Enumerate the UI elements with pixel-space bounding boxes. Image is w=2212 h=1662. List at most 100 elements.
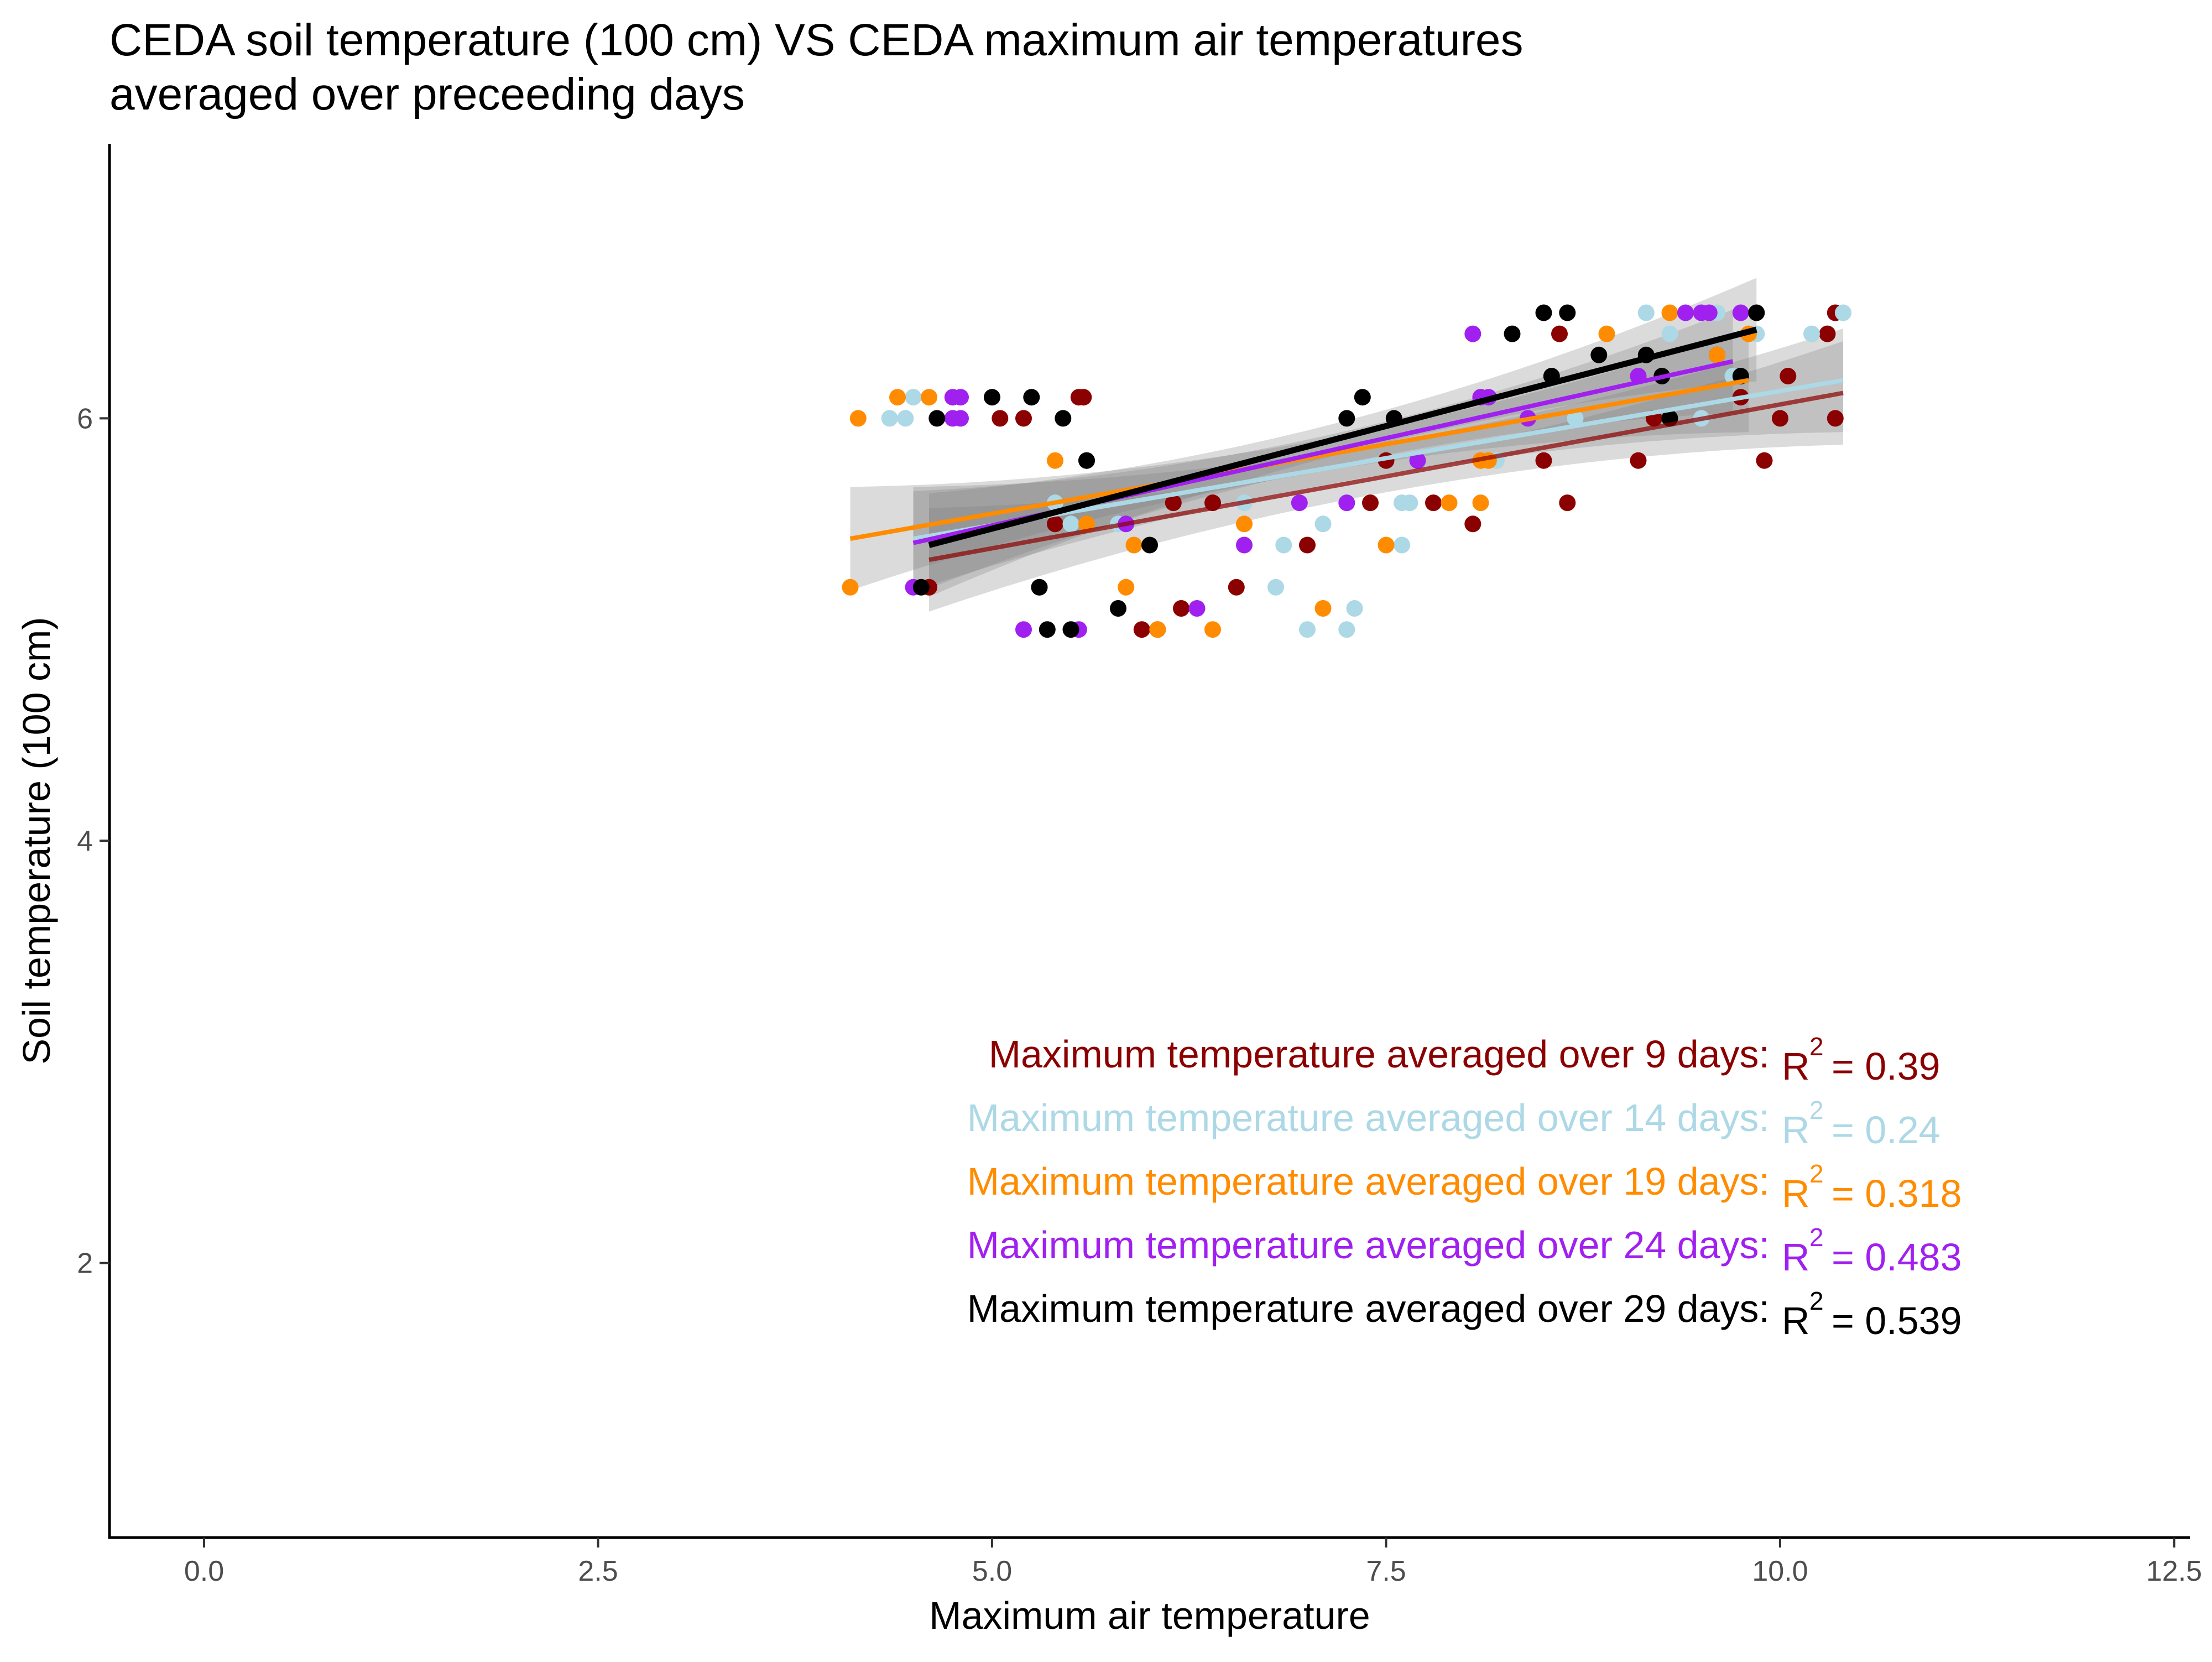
data-point-0 xyxy=(1551,325,1568,342)
data-point-4 xyxy=(1354,389,1371,406)
r2-label-3: Maximum temperature averaged over 24 day… xyxy=(967,1223,1770,1267)
data-point-2 xyxy=(1125,536,1142,554)
data-point-2 xyxy=(1661,304,1678,321)
r2-value-2: = 0.318 xyxy=(1832,1172,1962,1215)
data-point-3 xyxy=(952,389,969,406)
data-point-3 xyxy=(1291,494,1308,512)
x-axis-title: Maximum air temperature xyxy=(929,1594,1370,1637)
x-axis-ticks: 0.0 2.5 5.0 7.5 10.0 12.5 xyxy=(184,1538,2202,1587)
data-point-3 xyxy=(1338,494,1355,512)
data-point-0 xyxy=(1362,494,1379,512)
r2-value-3: = 0.483 xyxy=(1832,1236,1962,1279)
data-point-1 xyxy=(1567,410,1584,427)
data-point-2 xyxy=(1598,325,1615,342)
data-point-4 xyxy=(1110,600,1126,617)
data-point-3 xyxy=(1409,452,1426,469)
x-tick-label: 5.0 xyxy=(972,1555,1012,1587)
data-point-1 xyxy=(1299,621,1316,638)
data-point-1 xyxy=(1267,579,1284,596)
data-point-2 xyxy=(1378,536,1395,554)
data-point-2 xyxy=(889,389,906,406)
data-point-4 xyxy=(912,579,930,596)
data-point-4 xyxy=(1559,304,1576,321)
r2-label-2: Maximum temperature averaged over 19 day… xyxy=(967,1160,1770,1203)
data-point-1 xyxy=(881,410,898,427)
x-tick-label: 10.0 xyxy=(1752,1555,1808,1587)
r2-value-1: = 0.24 xyxy=(1832,1108,1940,1152)
r2-symbol-0: R xyxy=(1782,1045,1810,1088)
data-point-1 xyxy=(1835,304,1851,321)
data-point-0 xyxy=(1228,579,1245,596)
data-point-4 xyxy=(1535,304,1552,321)
data-point-1 xyxy=(1338,621,1355,638)
data-point-2 xyxy=(1472,494,1489,512)
r2-annotations: Maximum temperature averaged over 9 days… xyxy=(967,1032,1962,1342)
x-tick-label: 0.0 xyxy=(184,1555,224,1587)
data-point-1 xyxy=(1394,536,1410,554)
data-point-4 xyxy=(1023,389,1040,406)
data-point-3 xyxy=(1464,325,1481,342)
regression-line-4 xyxy=(928,326,1757,548)
data-point-2 xyxy=(849,410,867,427)
data-point-4 xyxy=(1748,304,1765,321)
r2-label-1: Maximum temperature averaged over 14 day… xyxy=(967,1096,1770,1139)
data-points xyxy=(842,304,1851,638)
data-point-4 xyxy=(928,410,946,427)
r2-symbol-3: R xyxy=(1782,1236,1810,1279)
data-point-0 xyxy=(1464,515,1481,533)
data-point-3 xyxy=(1236,536,1253,554)
y-axis-title: Soil temperature (100 cm) xyxy=(15,617,58,1064)
x-tick-label: 12.5 xyxy=(2146,1555,2202,1587)
r2-superscript-4: 2 xyxy=(1809,1286,1824,1315)
data-point-4 xyxy=(1039,621,1056,638)
r2-value-0: = 0.39 xyxy=(1832,1045,1940,1088)
data-point-1 xyxy=(1401,494,1418,512)
data-point-4 xyxy=(1062,621,1079,638)
data-point-1 xyxy=(1661,325,1678,342)
data-point-0 xyxy=(1756,452,1773,469)
data-point-3 xyxy=(1188,600,1206,617)
regression-lines xyxy=(849,326,1844,562)
data-point-1 xyxy=(897,410,914,427)
r2-superscript-1: 2 xyxy=(1809,1096,1824,1124)
data-point-4 xyxy=(1590,346,1608,363)
data-point-4 xyxy=(984,389,1000,406)
r2-symbol-2: R xyxy=(1782,1172,1810,1215)
data-point-2 xyxy=(1047,452,1063,469)
data-point-0 xyxy=(1630,452,1647,469)
r2-label-0: Maximum temperature averaged over 9 days… xyxy=(989,1033,1770,1076)
data-point-0 xyxy=(1075,389,1092,406)
data-point-0 xyxy=(1425,494,1442,512)
data-point-2 xyxy=(1441,494,1458,512)
data-point-2 xyxy=(1118,579,1135,596)
data-point-2 xyxy=(1314,600,1332,617)
data-point-0 xyxy=(1819,325,1836,342)
data-point-2 xyxy=(1204,621,1221,638)
x-tick-label: 2.5 xyxy=(578,1555,618,1587)
data-point-4 xyxy=(1055,410,1072,427)
y-tick-label: 2 xyxy=(77,1248,93,1280)
data-point-1 xyxy=(1637,304,1655,321)
regression-line-0 xyxy=(928,390,1844,562)
data-point-2 xyxy=(1709,346,1725,363)
data-point-3 xyxy=(1700,304,1718,321)
data-point-0 xyxy=(1173,600,1190,617)
regression-line-1 xyxy=(912,378,1844,541)
r2-superscript-0: 2 xyxy=(1809,1032,1824,1061)
r2-symbol-1: R xyxy=(1782,1108,1810,1152)
data-point-2 xyxy=(1149,621,1166,638)
r2-value-4: = 0.539 xyxy=(1832,1299,1962,1342)
data-point-3 xyxy=(1677,304,1694,321)
data-point-0 xyxy=(1015,410,1032,427)
r2-label-4: Maximum temperature averaged over 29 day… xyxy=(967,1287,1770,1330)
data-point-1 xyxy=(1275,536,1292,554)
data-point-4 xyxy=(1504,325,1521,342)
data-point-1 xyxy=(1062,515,1079,533)
data-point-3 xyxy=(1015,621,1032,638)
data-point-4 xyxy=(1141,536,1158,554)
data-point-3 xyxy=(1732,304,1749,321)
data-point-0 xyxy=(1165,494,1182,512)
r2-superscript-2: 2 xyxy=(1809,1159,1824,1188)
